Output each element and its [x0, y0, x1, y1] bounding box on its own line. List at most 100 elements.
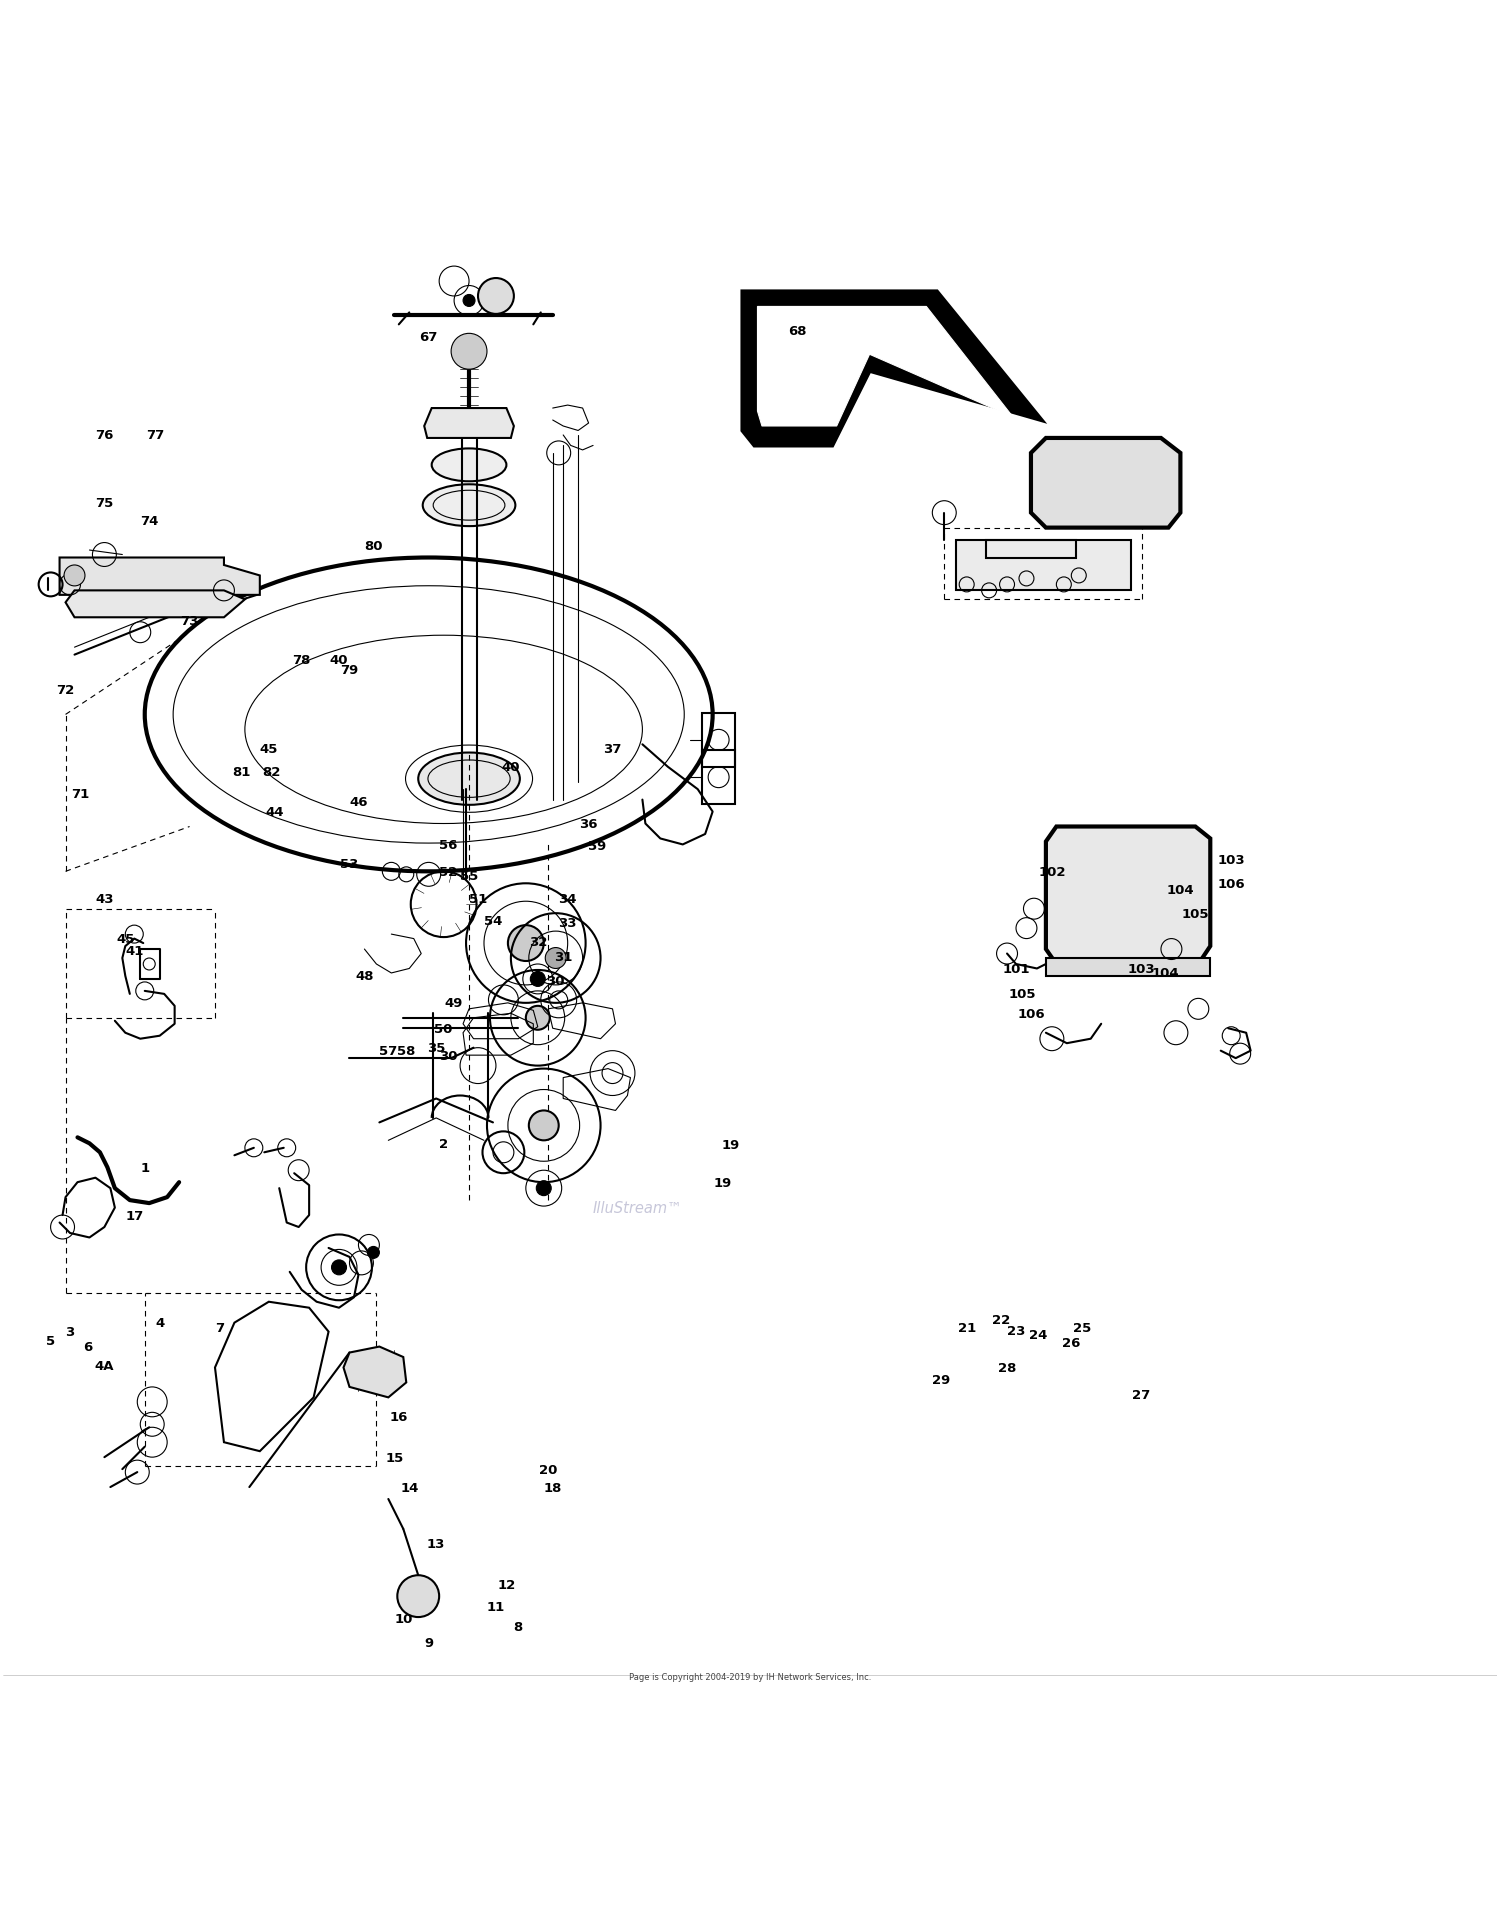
Text: 29: 29: [932, 1373, 951, 1386]
Text: 58: 58: [398, 1044, 416, 1058]
Text: 6: 6: [84, 1340, 93, 1354]
Text: 50: 50: [435, 1023, 453, 1035]
Text: 76: 76: [94, 429, 114, 442]
Text: 36: 36: [579, 817, 598, 831]
Text: 105: 105: [1008, 988, 1035, 1000]
Text: 19: 19: [714, 1177, 732, 1188]
Text: 25: 25: [1072, 1321, 1090, 1335]
Text: 24: 24: [1029, 1329, 1047, 1342]
Text: 31: 31: [554, 950, 573, 963]
Text: 16: 16: [390, 1411, 408, 1423]
Text: 44: 44: [266, 806, 284, 819]
Text: 104: 104: [1152, 967, 1179, 981]
Text: 55: 55: [460, 869, 478, 883]
Text: 40: 40: [330, 654, 348, 665]
Text: 102: 102: [1038, 865, 1065, 879]
Text: 11: 11: [488, 1600, 506, 1613]
Text: 81: 81: [232, 765, 250, 779]
Circle shape: [509, 925, 544, 962]
Text: 56: 56: [440, 838, 458, 852]
Text: 27: 27: [1132, 1388, 1150, 1402]
Ellipse shape: [423, 485, 516, 527]
Circle shape: [464, 296, 476, 308]
Text: 68: 68: [789, 325, 807, 338]
Text: 67: 67: [420, 331, 438, 344]
Text: 20: 20: [538, 1463, 558, 1475]
Text: 2: 2: [440, 1136, 448, 1150]
Circle shape: [478, 279, 514, 315]
Text: 103: 103: [1218, 854, 1245, 867]
Text: 5: 5: [46, 1335, 56, 1348]
Polygon shape: [1046, 827, 1211, 965]
Polygon shape: [344, 1346, 406, 1398]
Text: 14: 14: [400, 1481, 418, 1494]
Text: 82: 82: [262, 765, 280, 779]
Text: 7: 7: [214, 1321, 223, 1335]
Text: 12: 12: [498, 1579, 516, 1590]
Text: 22: 22: [992, 1313, 1010, 1327]
Text: 21: 21: [957, 1321, 976, 1335]
Text: 74: 74: [140, 513, 159, 527]
Text: 43: 43: [94, 892, 114, 906]
Text: 23: 23: [1007, 1323, 1025, 1336]
Ellipse shape: [419, 754, 520, 806]
Text: 19: 19: [722, 1138, 740, 1152]
Text: 48: 48: [356, 969, 374, 983]
Text: 28: 28: [998, 1361, 1016, 1375]
Text: 10: 10: [394, 1611, 412, 1625]
Text: 30: 30: [546, 975, 566, 986]
Polygon shape: [66, 590, 244, 617]
Text: 54: 54: [484, 915, 502, 927]
Text: 8: 8: [513, 1619, 523, 1633]
Text: 106: 106: [1218, 877, 1245, 890]
Text: 32: 32: [528, 937, 548, 948]
Text: 73: 73: [180, 615, 200, 627]
Text: IlluStream™: IlluStream™: [592, 1200, 682, 1215]
Text: 13: 13: [427, 1538, 445, 1550]
Text: 103: 103: [1128, 963, 1155, 975]
Text: 40: 40: [501, 762, 520, 773]
Text: 106: 106: [1017, 1008, 1046, 1021]
Text: 1: 1: [140, 1161, 150, 1175]
Text: 17: 17: [124, 1210, 144, 1221]
Text: 101: 101: [1002, 963, 1031, 975]
Circle shape: [537, 1181, 550, 1196]
Text: 79: 79: [340, 663, 358, 677]
Ellipse shape: [432, 450, 507, 483]
Circle shape: [452, 335, 488, 369]
Text: 57: 57: [380, 1044, 398, 1058]
Text: 45: 45: [260, 742, 278, 756]
Text: 51: 51: [470, 892, 488, 906]
Polygon shape: [742, 292, 1041, 446]
Circle shape: [368, 1246, 380, 1260]
Text: 9: 9: [424, 1636, 433, 1650]
Text: 49: 49: [446, 996, 464, 1010]
Polygon shape: [956, 540, 1131, 590]
Text: 18: 18: [543, 1481, 562, 1494]
Text: 37: 37: [603, 742, 621, 756]
Text: 53: 53: [340, 858, 358, 871]
Circle shape: [64, 565, 86, 587]
Text: 3: 3: [66, 1325, 75, 1338]
Circle shape: [398, 1575, 439, 1617]
Text: 4A: 4A: [94, 1360, 114, 1373]
Text: 75: 75: [96, 496, 114, 510]
Text: 78: 78: [292, 654, 310, 665]
Polygon shape: [1046, 958, 1211, 977]
Polygon shape: [1030, 438, 1180, 529]
Circle shape: [526, 1006, 549, 1031]
Text: 77: 77: [146, 429, 165, 442]
Circle shape: [531, 971, 546, 986]
Polygon shape: [60, 558, 260, 596]
Text: 104: 104: [1167, 883, 1194, 896]
Text: 26: 26: [1062, 1336, 1080, 1348]
Polygon shape: [758, 308, 1012, 427]
Circle shape: [332, 1260, 346, 1275]
Text: 80: 80: [364, 540, 382, 552]
Text: 15: 15: [386, 1450, 404, 1463]
Text: 35: 35: [427, 1042, 445, 1054]
Text: 46: 46: [350, 796, 368, 808]
Text: 34: 34: [558, 892, 578, 906]
Text: 59: 59: [588, 840, 606, 854]
Polygon shape: [424, 410, 514, 438]
